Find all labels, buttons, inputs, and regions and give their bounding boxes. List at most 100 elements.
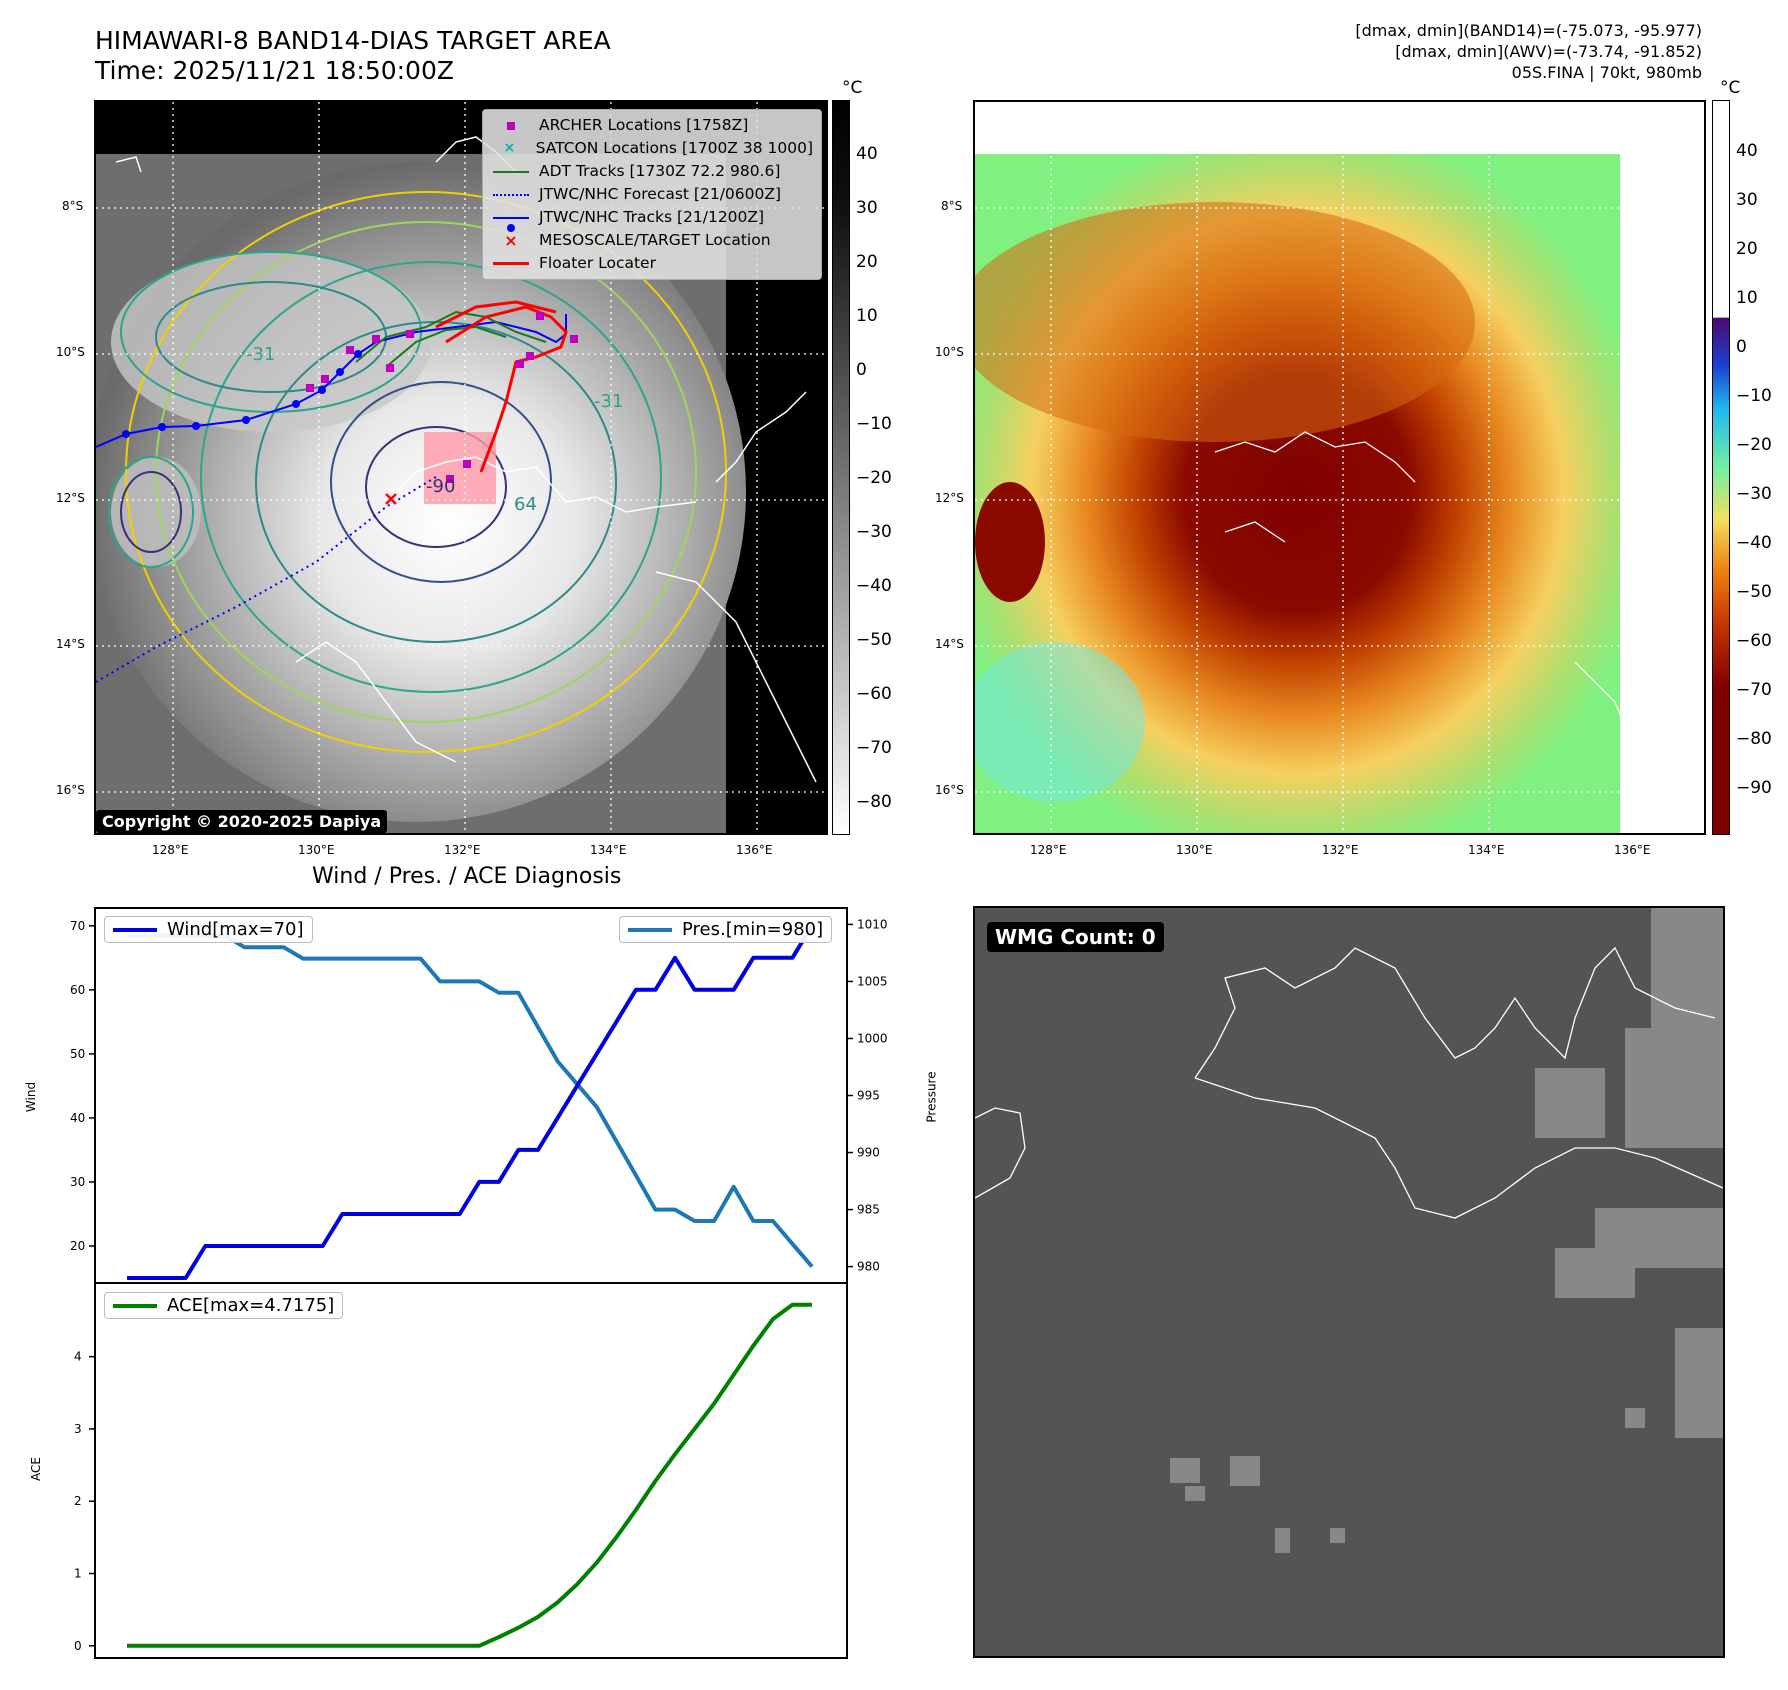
ace-tick-label: 3: [74, 1422, 82, 1436]
x-marker-icon: ×: [503, 140, 516, 156]
colorbar-tick: 10: [1736, 288, 1758, 308]
pressure-tick-label: 980: [857, 1260, 880, 1274]
colorbar-unit: °C: [842, 78, 863, 98]
dmax-awv-text: [dmax, dmin](AWV)=(-73.74, -91.852): [1395, 42, 1702, 61]
line-dot-marker-icon: [491, 216, 531, 232]
pressure-series-line: [127, 933, 814, 1268]
line-marker-icon: [491, 262, 531, 265]
colorbar-tick: −90: [1736, 778, 1772, 798]
pressure-tick-label: 1010: [857, 917, 888, 931]
pressure-tick-label: 985: [857, 1203, 880, 1217]
colorbar-tick: 20: [1736, 239, 1758, 259]
lon-label: 128°E: [152, 843, 189, 857]
legend-label: JTWC/NHC Tracks [21/1200Z]: [539, 208, 765, 226]
wind-tick-label: 30: [70, 1175, 85, 1189]
dotted-line-icon: [491, 193, 531, 196]
band14-map: -31 64 -90 -31 ARCHER Locations [1758Z] …: [94, 100, 828, 835]
colorbar-tick: −60: [1736, 631, 1772, 651]
wmg-count-label: WMG Count: 0: [987, 922, 1164, 952]
contour-label: -31: [246, 344, 275, 365]
colorbar-tick: −30: [1736, 484, 1772, 504]
legend-label: ARCHER Locations [1758Z]: [539, 116, 749, 134]
lat-label: 8°S: [941, 199, 963, 213]
colorbar-unit: °C: [1720, 78, 1741, 98]
legend-item-archer: ARCHER Locations [1758Z]: [491, 114, 813, 137]
wind-tick-label: 50: [70, 1047, 85, 1061]
awv-map: [973, 100, 1706, 835]
legend-item-jtwc-tracks: JTWC/NHC Tracks [21/1200Z]: [491, 206, 813, 232]
pressure-legend-swatch: [628, 927, 672, 932]
legend-item-target: × MESOSCALE/TARGET Location: [491, 229, 813, 252]
ace-tick-label: 4: [74, 1350, 82, 1364]
ace-tick-label: 0: [74, 1639, 82, 1653]
legend-label: ADT Tracks [1730Z 72.2 980.6]: [539, 162, 781, 180]
wind-tick-label: 60: [70, 983, 85, 997]
ace-legend-swatch: [113, 1303, 157, 1308]
lon-label: 130°E: [1176, 843, 1213, 857]
colorbar-tick: −10: [856, 414, 892, 434]
ace-legend: ACE[max=4.7175]: [104, 1292, 344, 1319]
lon-label: 132°E: [1322, 843, 1359, 857]
lon-label: 134°E: [590, 843, 627, 857]
colorbar-tick: 30: [1736, 190, 1758, 210]
ace-tick-label: 2: [74, 1494, 82, 1508]
pressure-tick-label: 990: [857, 1146, 880, 1160]
x-marker-icon: ×: [504, 231, 518, 250]
band14-colorbar-ticks: 40 30 20 10 0 −10 −20 −30 −40 −50 −60 −7…: [856, 100, 916, 833]
pressure-legend: Pres.[min=980]: [619, 916, 833, 943]
pressure-tick-label: 1000: [857, 1031, 888, 1045]
line-marker-icon: [491, 170, 531, 173]
colorbar-tick: 40: [1736, 141, 1758, 161]
legend-item-adt: ADT Tracks [1730Z 72.2 980.6]: [491, 160, 813, 183]
colorbar-tick: −50: [1736, 582, 1772, 602]
figure-title-line2: Time: 2025/11/21 18:50:00Z: [95, 56, 454, 85]
storm-info-text: 05S.FINA | 70kt, 980mb: [1511, 63, 1702, 82]
wmg-panel: WMG Count: 0: [973, 906, 1725, 1658]
colorbar-tick: −70: [1736, 680, 1772, 700]
lon-label: 128°E: [1030, 843, 1067, 857]
colorbar-tick: −40: [1736, 533, 1772, 553]
awv-colorbar-ticks: 40 30 20 10 0 −10 −20 −30 −40 −50 −60 −7…: [1736, 100, 1786, 833]
colorbar-tick: −80: [1736, 729, 1772, 749]
copyright-label: Copyright © 2020-2025 Dapiya: [96, 810, 388, 833]
legend-item-satcon: × SATCON Locations [1700Z 38 1000]: [491, 137, 813, 160]
wind-tick-label: 20: [70, 1239, 85, 1253]
ace-series-line: [127, 1302, 812, 1648]
contour-label: -90: [426, 476, 455, 497]
dmax-band14-text: [dmax, dmin](BAND14)=(-75.073, -95.977): [1355, 21, 1702, 40]
legend-label: Floater Locater: [539, 254, 656, 272]
legend-label: SATCON Locations [1700Z 38 1000]: [535, 139, 813, 157]
wind-legend-swatch: [113, 927, 157, 932]
pressure-tick-label: 1005: [857, 974, 888, 988]
colorbar-tick: −40: [856, 576, 892, 596]
legend-item-forecast: JTWC/NHC Forecast [21/0600Z]: [491, 183, 813, 206]
contour-label: 64: [514, 494, 537, 515]
colorbar-tick: 30: [856, 198, 878, 218]
colorbar-tick: −10: [1736, 386, 1772, 406]
wind-series-line: [127, 924, 814, 1280]
wind-ticks: 70 60 50 40 30 20: [70, 919, 95, 1253]
lat-label: 12°S: [935, 491, 964, 505]
lon-label: 134°E: [1468, 843, 1505, 857]
square-marker-icon: [491, 121, 531, 130]
series-layer: [127, 924, 814, 1648]
lat-label: 14°S: [56, 637, 85, 651]
colorbar-tick: 40: [856, 144, 878, 164]
lon-label: 130°E: [298, 843, 335, 857]
lat-label: 16°S: [935, 783, 964, 797]
lat-label: 14°S: [935, 637, 964, 651]
colorbar-tick: −20: [1736, 435, 1772, 455]
lon-label: 132°E: [444, 843, 481, 857]
figure-title-line1: HIMAWARI-8 BAND14-DIAS TARGET AREA: [95, 26, 611, 55]
colorbar-tick: 0: [1736, 337, 1747, 357]
colorbar-tick: −50: [856, 630, 892, 650]
colorbar-tick: 0: [856, 360, 867, 380]
ace-ticks: 4 3 2 1 0: [74, 1350, 95, 1653]
band14-colorbar: [832, 100, 850, 835]
legend-label: MESOSCALE/TARGET Location: [539, 231, 771, 249]
pressure-legend-label: Pres.[min=980]: [682, 919, 824, 940]
colorbar-tick: −80: [856, 792, 892, 812]
wind-legend: Wind[max=70]: [104, 916, 313, 943]
wmg-panel-image: [975, 908, 1723, 1553]
